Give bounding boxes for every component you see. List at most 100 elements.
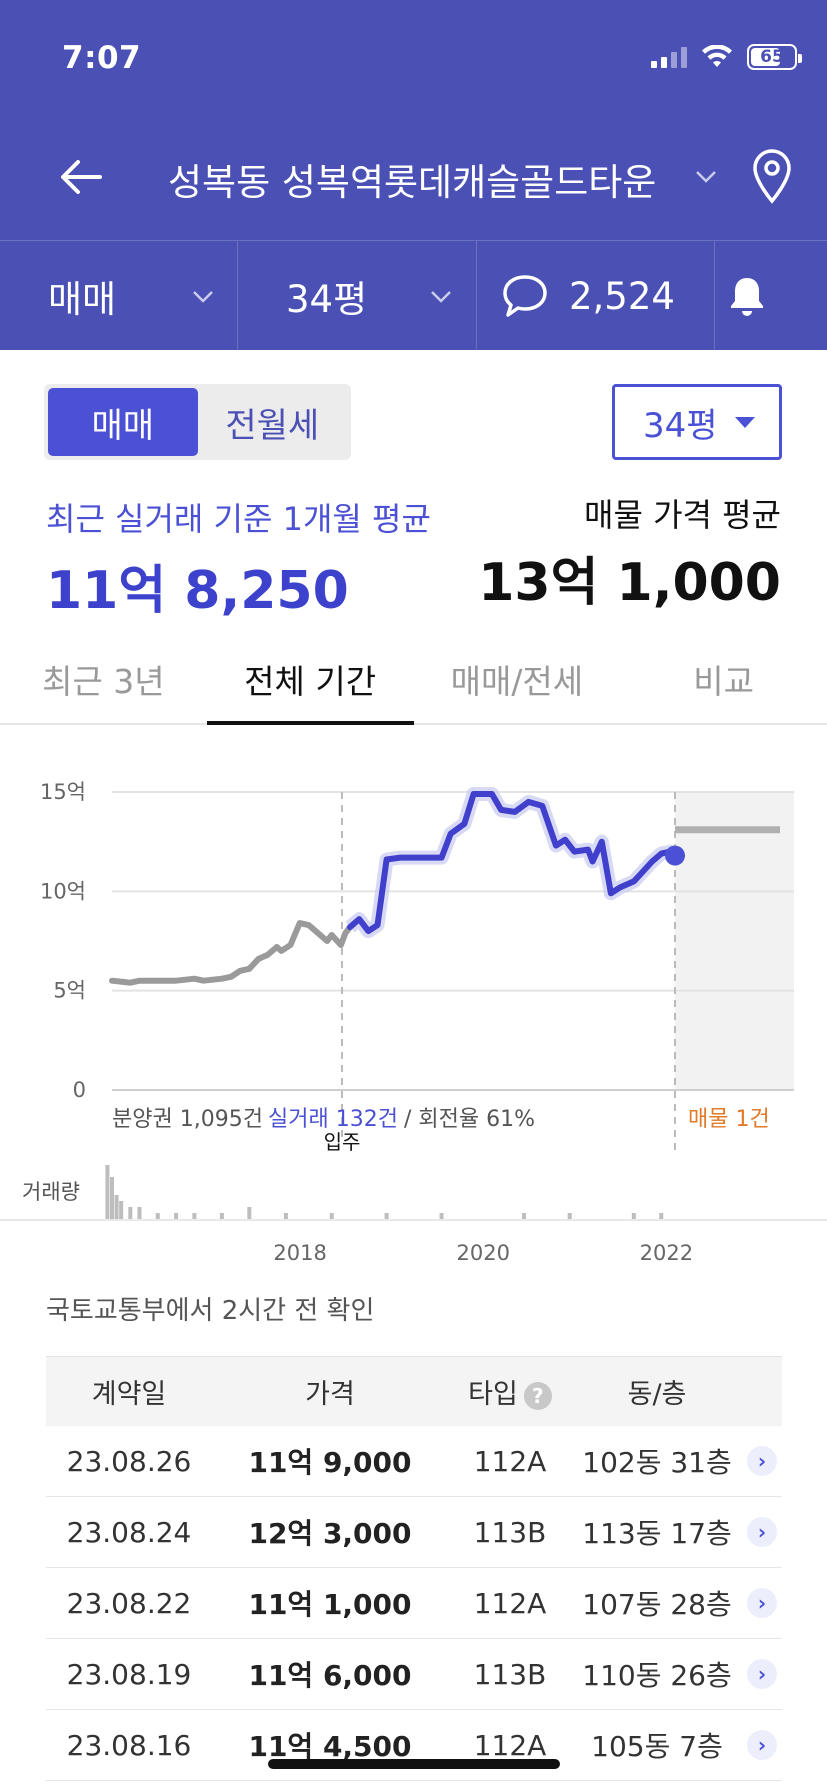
- battery-icon: 65: [747, 44, 802, 70]
- table-row[interactable]: 23.08.24 12억 3,000 113B 113동 17층 ›: [46, 1497, 782, 1568]
- volume-bar: [567, 1213, 572, 1219]
- listing-price-label: 매물 가격 평균: [584, 496, 781, 534]
- comments-count: 2,524: [569, 274, 675, 318]
- trade-type-filter[interactable]: 매매: [0, 241, 238, 351]
- notification-button[interactable]: [715, 241, 827, 351]
- size-select[interactable]: 34평: [612, 384, 782, 460]
- y-tick-label: 15억: [40, 780, 86, 804]
- table-row[interactable]: 23.08.16 11억 4,500 112A 105동 7층 ›: [46, 1710, 782, 1781]
- latest-price-point[interactable]: [665, 845, 685, 866]
- header-type: 타입?: [448, 1372, 572, 1411]
- y-tick-label: 0: [73, 1078, 86, 1102]
- chat-bubble-icon: [503, 275, 547, 317]
- tab-all-period[interactable]: 전체 기간: [206, 635, 414, 725]
- presale-price-line: [109, 920, 353, 986]
- size-filter[interactable]: 34평: [238, 241, 477, 351]
- row-type: 112A: [473, 1444, 547, 1478]
- row-building-floor: 107동 28층: [582, 1588, 732, 1621]
- volume-bar: [329, 1213, 334, 1219]
- caret-down-icon: [735, 417, 755, 428]
- volume-bar: [137, 1207, 142, 1219]
- volume-bar: [114, 1195, 119, 1219]
- row-building-floor: 113동 17층: [582, 1517, 732, 1550]
- listing-price-value: 13억 1,000: [478, 553, 781, 613]
- chevron-down-icon[interactable]: [692, 162, 720, 190]
- row-price: 11억 9,000: [248, 1446, 412, 1479]
- row-price: 11억 4,500: [248, 1730, 412, 1763]
- location-pin-icon[interactable]: [750, 148, 794, 204]
- table-row[interactable]: 23.08.26 11억 9,000 112A 102동 31층 ›: [46, 1426, 782, 1497]
- row-date: 23.08.22: [66, 1586, 192, 1620]
- row-price: 11억 6,000: [248, 1659, 412, 1692]
- header-type-label: 타입: [468, 1379, 518, 1410]
- size-select-value: 34평: [643, 405, 718, 446]
- table-header: 계약일 가격 타입? 동/층: [46, 1356, 782, 1426]
- listing-count[interactable]: 매물 1건: [688, 1107, 770, 1132]
- chevron-down-icon: [193, 291, 213, 303]
- row-date: 23.08.24: [66, 1515, 192, 1549]
- volume-bar: [247, 1207, 252, 1219]
- chart-divider: [0, 1219, 827, 1221]
- toggle-rent[interactable]: 전월세: [225, 405, 320, 446]
- volume-bar: [521, 1213, 526, 1219]
- volume-bar: [439, 1213, 444, 1219]
- chevron-right-icon[interactable]: ›: [747, 1659, 777, 1689]
- movein-label: 입주: [324, 1130, 361, 1154]
- chevron-right-icon[interactable]: ›: [747, 1446, 777, 1476]
- volume-bar: [155, 1213, 160, 1219]
- row-date: 23.08.16: [66, 1728, 192, 1762]
- transaction-count[interactable]: 실거래 132건: [268, 1107, 398, 1132]
- row-type: 113B: [473, 1515, 547, 1549]
- table-row[interactable]: 23.08.19 11억 6,000 113B 110동 26층 ›: [46, 1639, 782, 1710]
- nav-bar: 성복동 성복역롯데캐슬골드타운: [0, 130, 827, 220]
- x-tick-label: 2020: [457, 1241, 510, 1265]
- complex-title[interactable]: 성복동 성복역롯데캐슬골드타운: [168, 161, 657, 204]
- tab-compare[interactable]: 비교: [693, 662, 754, 701]
- wifi-icon: [702, 45, 732, 67]
- header-price: 가격: [305, 1379, 355, 1410]
- volume-bar: [192, 1213, 197, 1219]
- row-type: 112A: [473, 1728, 547, 1762]
- table-row[interactable]: 23.08.22 11억 1,000 112A 107동 28층 ›: [46, 1568, 782, 1639]
- chevron-right-icon[interactable]: ›: [747, 1730, 777, 1760]
- tab-sale-vs-rent[interactable]: 매매/전세: [450, 662, 584, 701]
- turnover-rate: / 회전율 61%: [404, 1107, 535, 1132]
- chevron-right-icon[interactable]: ›: [747, 1588, 777, 1618]
- toggle-sale[interactable]: 매매: [48, 388, 198, 456]
- app-header: 7:07 65 성복동 성복역롯데캐슬골드타운 매매: [0, 0, 827, 351]
- header-date: 계약일: [91, 1379, 167, 1410]
- source-note: 국토교통부에서 2시간 전 확인: [46, 1296, 375, 1326]
- row-building-floor: 105동 7층: [591, 1730, 723, 1763]
- row-type: 113B: [473, 1657, 547, 1691]
- tab-recent-3y[interactable]: 최근 3년: [42, 662, 165, 701]
- row-date: 23.08.26: [66, 1444, 192, 1478]
- row-price: 11억 1,000: [248, 1588, 412, 1621]
- volume-bar: [105, 1165, 110, 1219]
- filter-bar: 매매 34평 2,524: [0, 240, 827, 351]
- y-tick-label: 10억: [40, 879, 86, 903]
- row-price: 12억 3,000: [248, 1517, 412, 1550]
- volume-bar: [631, 1213, 636, 1219]
- home-indicator: [268, 1759, 560, 1769]
- back-arrow-icon[interactable]: [56, 152, 106, 202]
- presale-count: 분양권 1,095건: [112, 1107, 263, 1132]
- comments-button[interactable]: 2,524: [477, 241, 715, 351]
- volume-bar: [659, 1213, 664, 1219]
- status-time: 7:07: [62, 40, 142, 76]
- price-chart[interactable]: 15억 10억 5억 0 분양권 1,095건 실거래 132건 / 회전율 61% …: [0, 740, 827, 1280]
- period-tabs: 최근 3년 전체 기간 매매/전세 비교: [0, 635, 827, 725]
- recent-price-label: 최근 실거래 기준 1개월 평균: [46, 500, 431, 538]
- help-icon[interactable]: ?: [523, 1381, 552, 1410]
- recent-price-value: 11억 8,250: [46, 561, 349, 621]
- volume-bar: [110, 1177, 114, 1219]
- trade-type-label: 매매: [48, 278, 117, 321]
- transactions-table: 계약일 가격 타입? 동/층 23.08.26 11억 9,000 112A 102동…: [46, 1356, 782, 1781]
- chevron-right-icon[interactable]: ›: [747, 1517, 777, 1547]
- transaction-price-line: [347, 791, 678, 935]
- status-icons: 65: [651, 44, 802, 70]
- cellular-signal-icon: [651, 46, 687, 68]
- x-tick-label: 2018: [273, 1241, 326, 1265]
- volume-bar: [384, 1213, 389, 1219]
- volume-bar: [128, 1207, 133, 1219]
